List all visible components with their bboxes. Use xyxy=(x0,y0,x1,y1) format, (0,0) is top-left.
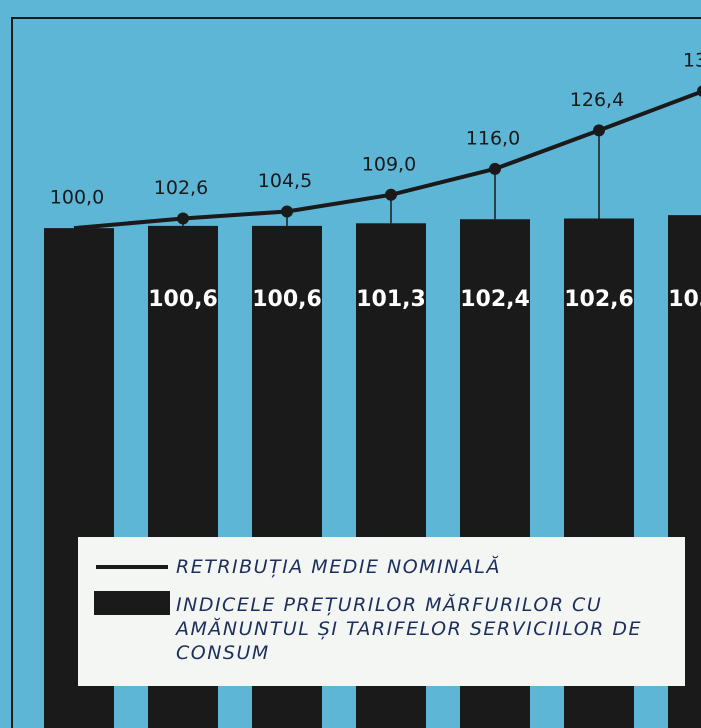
bar-value-label: 102,6 xyxy=(564,287,634,312)
line-point xyxy=(385,188,397,201)
line-value-label: 126,4 xyxy=(570,89,624,111)
line-value-label: 137 xyxy=(683,50,701,72)
line-point xyxy=(593,124,605,137)
legend-label: INDICELE PREȚURILOR MĂRFURILOR CU AMĂNUN… xyxy=(176,594,643,664)
line-point xyxy=(697,85,701,97)
line-value-label: 109,0 xyxy=(362,153,416,175)
line-value-label: 104,5 xyxy=(258,170,312,192)
line-point xyxy=(177,212,189,225)
line-value-label: 116,0 xyxy=(466,127,520,149)
bar-value-label: 102,4 xyxy=(460,287,530,312)
bar-value-label: 101,3 xyxy=(356,287,426,312)
bar-value-label: 103,5 xyxy=(668,287,701,312)
line-point xyxy=(489,162,501,175)
line-value-label: 100,0 xyxy=(50,187,104,209)
legend-swatches xyxy=(94,565,170,615)
bar-value-label: 100,6 xyxy=(148,287,218,312)
frame xyxy=(11,17,701,728)
line-value-label: 102,6 xyxy=(154,177,208,199)
legend-bar-swatch xyxy=(94,591,170,615)
bar-value-label: 100,6 xyxy=(252,287,322,312)
line-point xyxy=(281,205,293,218)
legend: RETRIBUȚIA MEDIE NOMINALĂ INDICELE PREȚU… xyxy=(78,537,685,686)
legend-label: RETRIBUȚIA MEDIE NOMINALĂ xyxy=(176,556,501,578)
